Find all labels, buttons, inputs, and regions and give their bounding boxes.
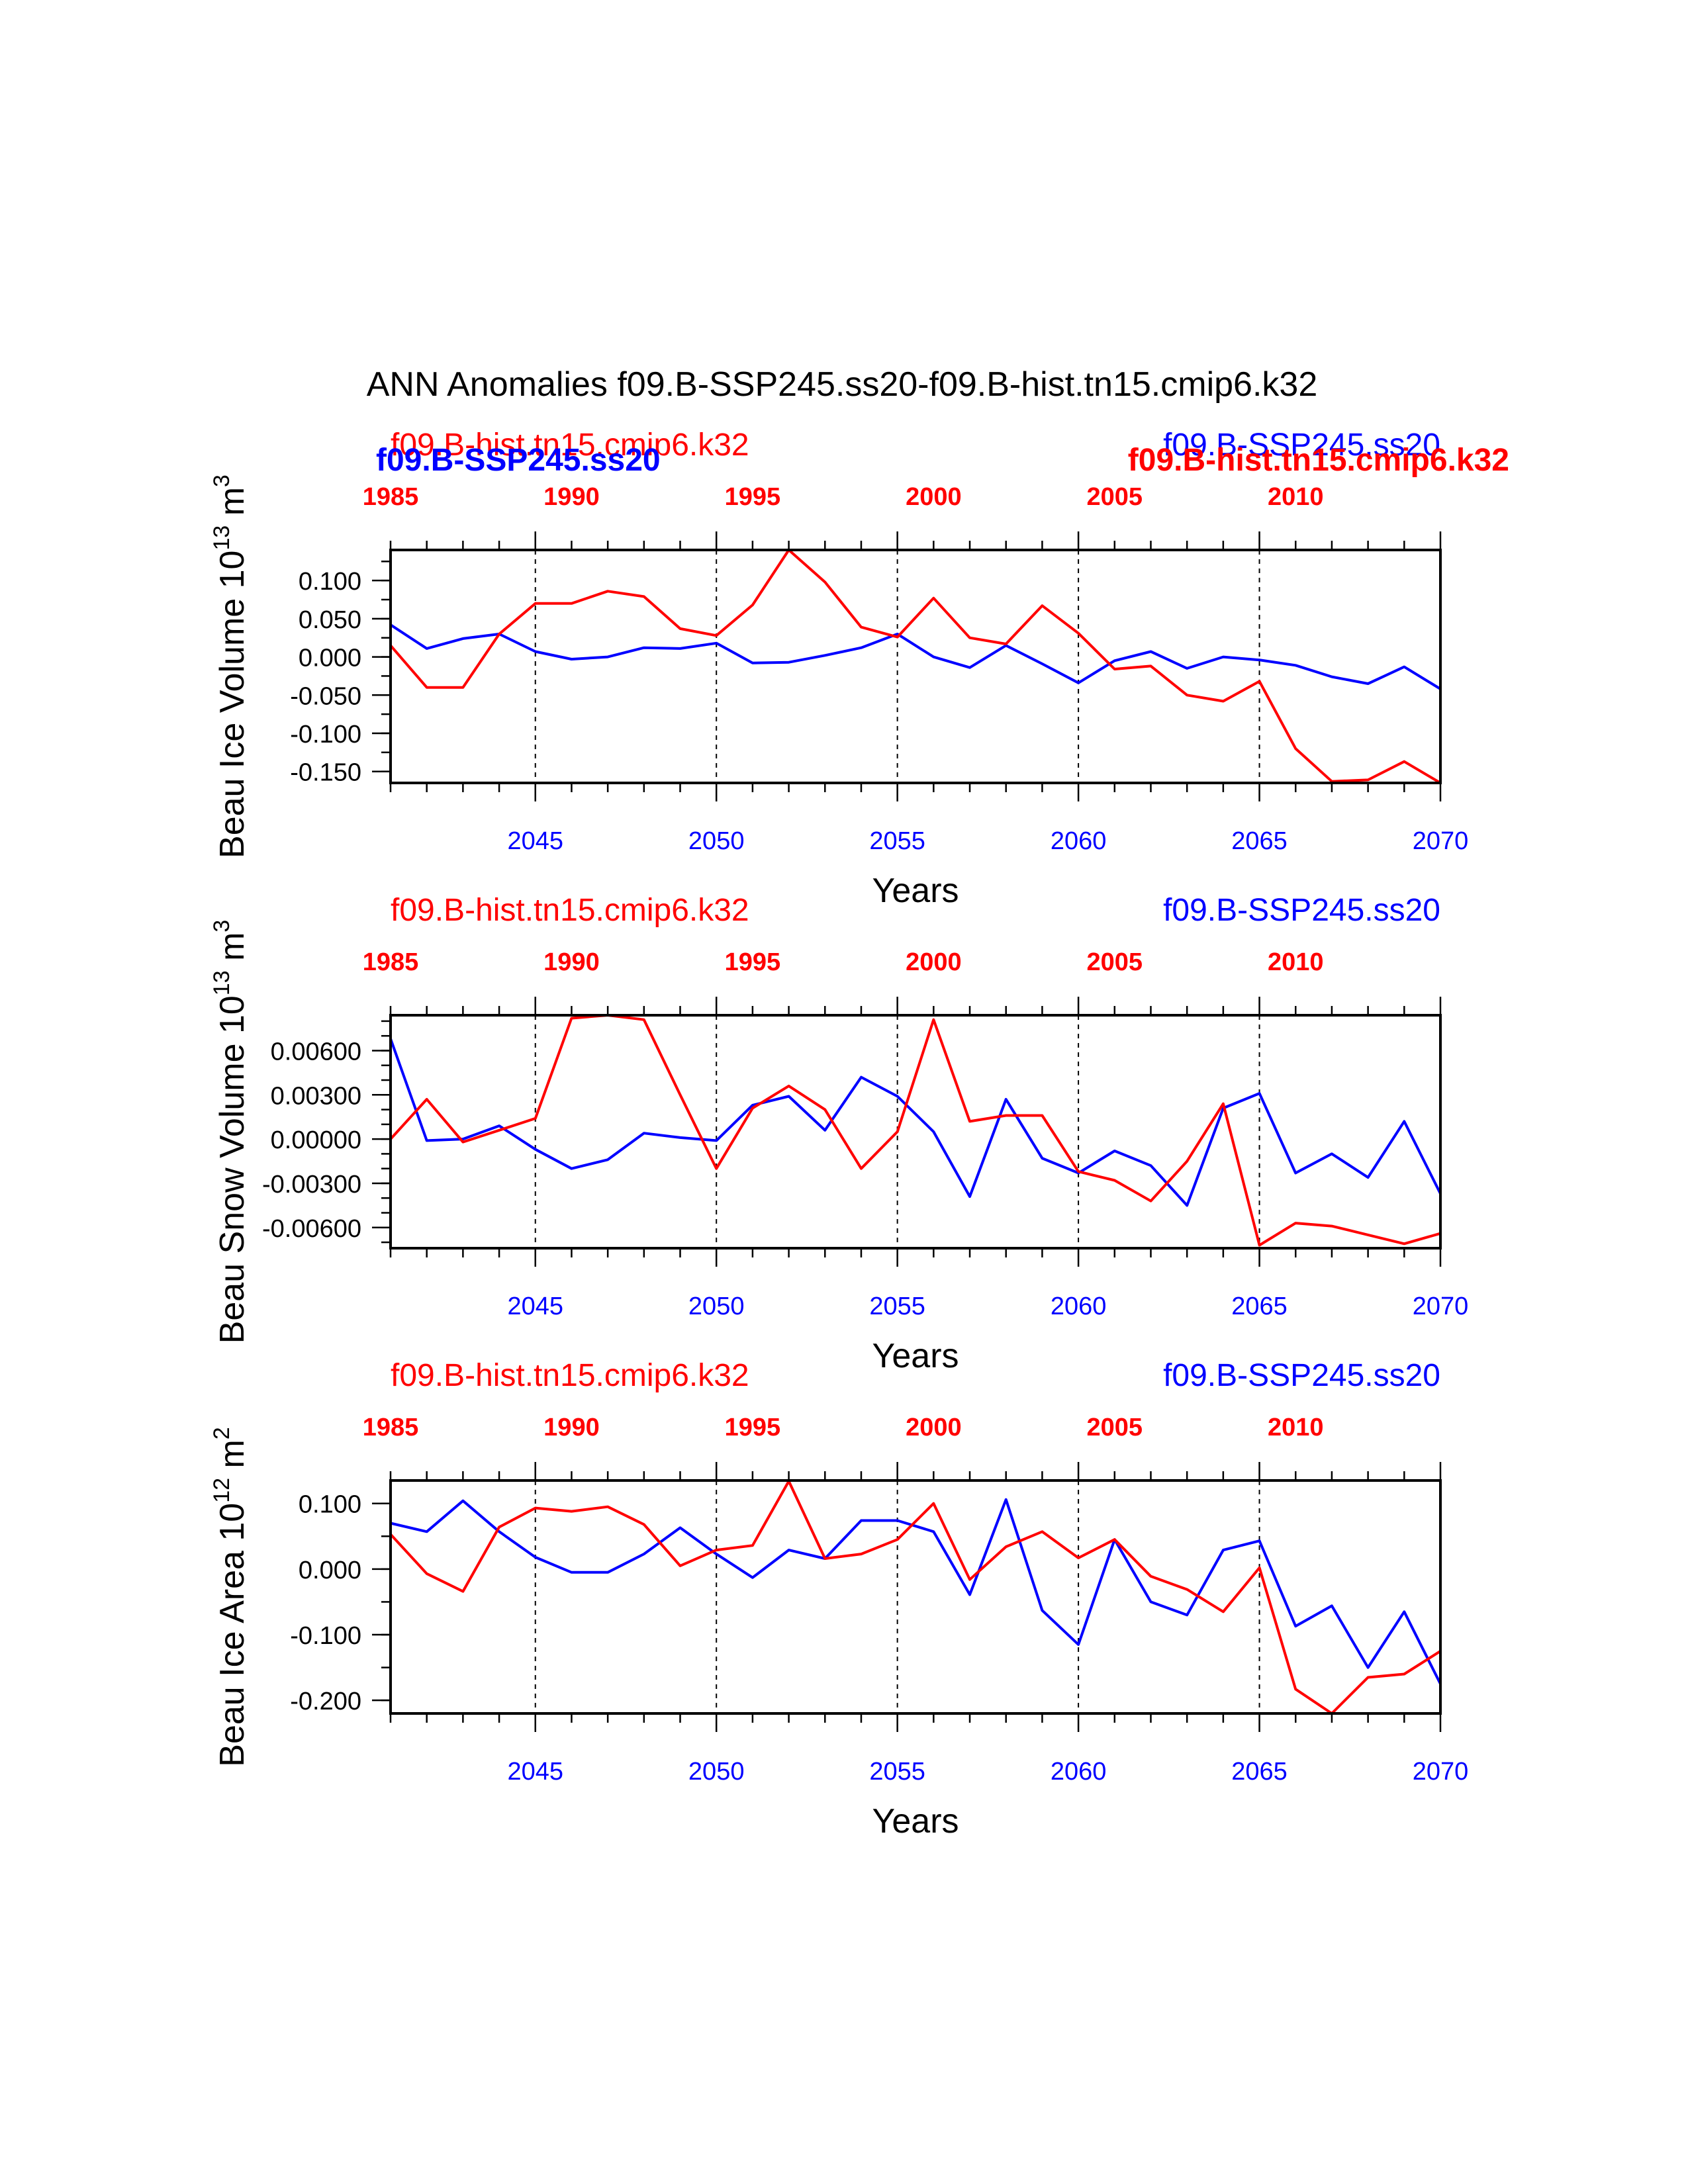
series-line-ssp245 [389,1038,1442,1207]
x-tick-label: 2065 [1231,827,1288,855]
x-top-tick-label: 2000 [906,1414,962,1441]
series-line-hist [389,1014,1441,1247]
x-top-tick-label: 1990 [543,948,600,976]
header-right-label: f09.B-SSP245.ss20 [1163,1358,1440,1393]
y-axis-label: Beau Snow Volume 1013 m3 [209,920,252,1344]
series-line-hist [389,1480,1442,1715]
x-top-tick-label: 2005 [1087,483,1143,511]
x-tick-label: 2050 [688,827,745,855]
header-right-label: f09.B-SSP245.ss20 [1163,893,1440,928]
x-tick-label: 2060 [1051,827,1107,855]
y-tick-label: 0.00000 [271,1126,361,1154]
x-tick-label: 2055 [869,1293,925,1320]
series-line-hist [389,549,1442,784]
panel-2: -0.00600 -0.00300 0.00000 0.00300 0.00600 204… [209,893,1468,1375]
x-tick-label: 2050 [688,1293,745,1320]
x-tick-label: 2060 [1051,1758,1107,1786]
x-tick-label: 2055 [869,827,925,855]
x-top-tick-label: 2005 [1087,948,1143,976]
x-top-tick-label: 1990 [543,483,600,511]
y-tick-label: 0.000 [299,645,361,672]
overlap-left-label: f09.B-SSP245.ss20 [376,443,661,478]
x-top-tick-label: 1995 [725,1414,781,1441]
y-tick-label: -0.00600 [262,1215,361,1243]
x-tick-label: 2060 [1051,1293,1107,1320]
y-tick-label: 0.00600 [271,1038,361,1066]
y-tick-label: 0.000 [299,1557,361,1584]
y-tick-label: -0.050 [290,682,361,710]
y-axis-label: Beau Ice Volume 1013 m3 [209,475,252,858]
header-left-label: f09.B-hist.tn15.cmip6.k32 [391,893,749,928]
plot-frame [389,1479,1442,1715]
plot-frame [389,1014,1442,1250]
y-tick-label: -0.100 [290,1622,361,1650]
x-top-tick-label: 2005 [1087,1414,1143,1441]
x-axis-label: Years [872,1337,959,1375]
x-top-tick-label: 2000 [906,483,962,511]
figure-title: ANN Anomalies f09.B-SSP245.ss20-f09.B-hi… [367,365,1318,404]
x-tick-label: 2070 [1413,827,1469,855]
x-top-tick-label: 2010 [1268,1414,1324,1441]
y-axis-label: Beau Ice Area 1012 m2 [209,1427,252,1766]
x-tick-label: 2055 [869,1758,925,1786]
x-tick-label: 2070 [1413,1293,1469,1320]
x-top-tick-label: 2000 [906,948,962,976]
x-tick-label: 2045 [507,1293,563,1320]
x-top-tick-label: 1985 [363,948,419,976]
series-line-ssp245 [390,1498,1442,1685]
y-tick-label: -0.100 [290,721,361,749]
x-tick-label: 2070 [1413,1758,1469,1786]
overlap-right-label: f09.B-hist.tn15.cmip6.k32 [1128,443,1509,478]
x-tick-label: 2065 [1231,1758,1288,1786]
chart-panels: -0.150 -0.100 -0.050 0.000 0.050 0.100 2045 205… [209,428,1509,1841]
y-tick-label: 0.050 [299,606,361,634]
header-left-label: f09.B-hist.tn15.cmip6.k32 [391,428,749,463]
panel-1: -0.150 -0.100 -0.050 0.000 0.050 0.100 2045 205… [209,428,1509,910]
x-tick-label: 2045 [507,827,563,855]
plot-frame [389,549,1442,784]
x-top-tick-label: 1995 [725,948,781,976]
header-right-label: f09.B-SSP245.ss20 [1163,428,1440,463]
y-tick-label: 0.00300 [271,1082,361,1110]
x-axis-label: Years [872,872,959,910]
x-top-tick-label: 2010 [1268,948,1324,976]
y-tick-label: 0.100 [299,1491,361,1519]
x-top-tick-label: 1995 [725,483,781,511]
x-tick-label: 2050 [688,1758,745,1786]
x-axis-label: Years [872,1802,959,1841]
y-tick-label: 0.100 [299,568,361,596]
y-tick-label: -0.200 [290,1688,361,1715]
header-left-label: f09.B-hist.tn15.cmip6.k32 [391,1358,749,1393]
x-top-tick-label: 1985 [363,483,419,511]
panel-3: -0.200 -0.100 0.000 0.100 2045 2050 2055 2060 20… [209,1358,1468,1841]
y-tick-label: -0.150 [290,759,361,787]
x-top-tick-label: 2010 [1268,483,1324,511]
x-top-tick-label: 1985 [363,1414,419,1441]
x-tick-label: 2045 [507,1758,563,1786]
x-tick-label: 2065 [1231,1293,1288,1320]
x-top-tick-label: 1990 [543,1414,600,1441]
series-line-ssp245 [389,623,1442,690]
y-tick-label: -0.00300 [262,1171,361,1199]
